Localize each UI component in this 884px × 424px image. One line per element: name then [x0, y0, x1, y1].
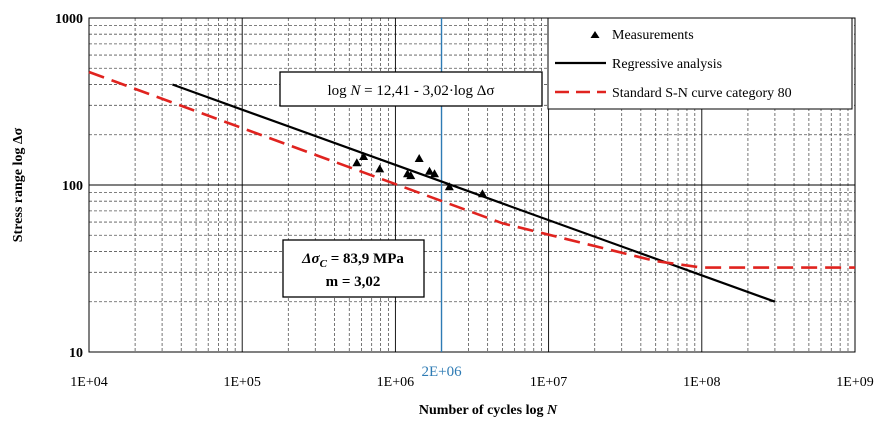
legend: Measurements Regressive analysis Standar…	[547, 17, 853, 110]
x-tick-label: 1E+08	[683, 375, 720, 390]
legend-label-standard: Standard S-N curve category 80	[612, 86, 792, 101]
series-line-1	[172, 83, 776, 303]
parameters-box: ΔσC = 83,9 MPa m = 3,02	[282, 239, 425, 298]
param-m: m = 3,02	[326, 274, 381, 290]
tick-labels: 1E+04 1E+05 1E+06 1E+07 1E+08 1E+09 10 100 1000	[55, 12, 874, 390]
legend-label-regression: Regressive analysis	[612, 57, 722, 72]
y-tick-label: 100	[62, 179, 83, 194]
series-line-2	[88, 70, 855, 269]
legend-item-measurements: Measurements	[590, 28, 694, 43]
x-axis-title-var: N	[546, 403, 558, 418]
measurement-point	[414, 154, 424, 163]
equation-box: log N = 12,41 - 3,02·log Δσ	[279, 71, 543, 107]
x-tick-label: 1E+07	[530, 375, 567, 390]
y-tick-label: 1000	[55, 12, 83, 27]
measurement-point	[352, 158, 362, 167]
x-tick-label: 1E+04	[70, 375, 107, 390]
legend-item-standard: Standard S-N curve category 80	[555, 86, 792, 101]
measurement-point	[430, 169, 440, 178]
plot-area-border	[88, 17, 856, 353]
legend-triangle-marker	[590, 31, 600, 38]
x-tick-label: 1E+05	[223, 375, 260, 390]
series-layer	[88, 70, 855, 303]
equation-prefix: log	[327, 83, 350, 99]
x-tick-label: 1E+06	[377, 375, 414, 390]
param-symbol: Δσ	[301, 251, 320, 267]
legend-label-measurements: Measurements	[612, 28, 694, 43]
equation-var: N	[349, 83, 361, 99]
param-subscript: C	[320, 258, 328, 270]
x-axis-title: Number of cycles log N	[419, 403, 558, 418]
reference-line-label: 2E+06	[421, 364, 462, 380]
svg-text:log N = 12,41 - 3,02·log Δσ: log N = 12,41 - 3,02·log Δσ	[327, 83, 494, 99]
param-value: = 83,9 MPa	[327, 251, 404, 267]
measurement-point	[425, 166, 435, 175]
measurement-point	[406, 171, 416, 180]
y-axis-title: Stress range log Δσ	[11, 127, 26, 242]
x-axis-title-text: Number of cycles log	[419, 403, 547, 418]
x-tick-label: 1E+09	[836, 375, 873, 390]
measurement-point	[375, 164, 385, 173]
equation-text: = 12,41 - 3,02·log Δσ	[360, 83, 494, 99]
measurement-point	[359, 152, 369, 161]
y-tick-label: 10	[69, 346, 83, 361]
svg-text:ΔσC = 83,9 MPa: ΔσC = 83,9 MPa	[301, 251, 404, 270]
measurement-point	[444, 182, 454, 191]
svg-text:Number of cycles log N: Number of cycles log N	[419, 403, 558, 418]
legend-item-regression: Regressive analysis	[555, 57, 722, 72]
